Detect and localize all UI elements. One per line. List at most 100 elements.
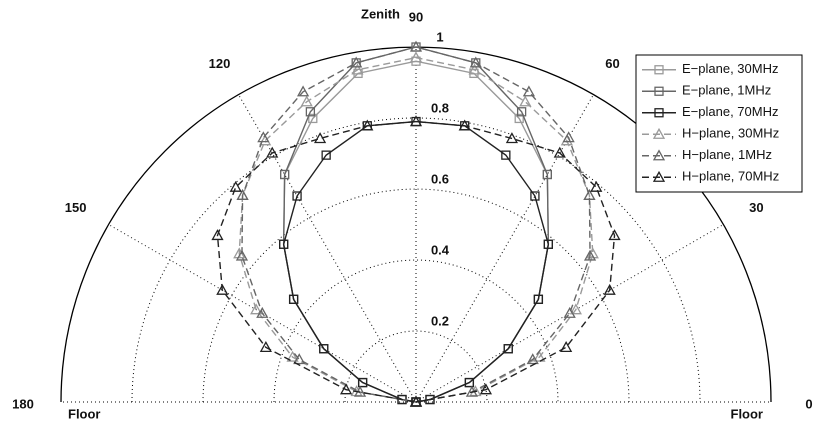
- marker-triangle: [590, 180, 603, 192]
- marker-triangle: [505, 132, 519, 144]
- legend-marker: [654, 86, 664, 96]
- zenith-label: Zenith: [361, 6, 400, 21]
- series: [211, 115, 621, 407]
- grid-circle: [131, 117, 701, 403]
- marker-square: [543, 239, 553, 249]
- marker-square: [279, 239, 289, 249]
- marker-triangle: [409, 115, 423, 127]
- marker-triangle: [468, 63, 481, 75]
- legend-label: E−plane, 1MHz: [682, 83, 771, 98]
- marker-square: [542, 169, 552, 180]
- marker-square: [319, 344, 329, 354]
- marker-triangle: [553, 146, 566, 158]
- marker-square: [305, 107, 316, 117]
- legend-marker: [652, 149, 666, 161]
- marker-square: [530, 191, 540, 201]
- r-tick-label: 0.4: [431, 242, 450, 257]
- marker-triangle: [250, 303, 263, 315]
- theta-tick-label: 180: [12, 396, 34, 411]
- marker-triangle: [339, 383, 353, 395]
- theta-tick-label: 60: [605, 56, 619, 71]
- marker-square: [503, 344, 513, 354]
- marker-triangle: [608, 229, 621, 241]
- legend-marker: [652, 127, 666, 139]
- marker-triangle: [603, 283, 616, 295]
- floor-label: Floor: [68, 406, 101, 421]
- marker-triangle: [293, 353, 306, 365]
- r-tick-label: 1: [436, 29, 443, 44]
- series-line: [238, 56, 594, 403]
- legend-label: H−plane, 70MHz: [682, 169, 779, 184]
- marker-triangle: [300, 95, 313, 107]
- grid-spoke: [415, 224, 724, 403]
- marker-triangle: [313, 132, 327, 144]
- legend-label: H−plane, 1MHz: [682, 147, 772, 162]
- grid-circle: [344, 330, 488, 403]
- marker-triangle: [458, 119, 471, 131]
- legend-label: H−plane, 30MHz: [682, 126, 779, 141]
- legend-marker: [654, 65, 664, 75]
- legend-label: E−plane, 30MHz: [682, 61, 778, 76]
- marker-square: [308, 113, 318, 124]
- marker-square: [357, 377, 368, 388]
- theta-tick-label: 150: [65, 200, 87, 215]
- floor-label: Floor: [731, 406, 764, 421]
- series-line: [216, 120, 616, 403]
- marker-triangle: [526, 353, 539, 365]
- marker-triangle: [361, 119, 374, 131]
- marker-triangle: [583, 188, 596, 200]
- marker-triangle: [522, 85, 536, 97]
- series-line: [282, 60, 550, 403]
- marker-square: [292, 191, 302, 201]
- marker-triangle: [259, 341, 272, 353]
- r-tick-label: 0.8: [431, 100, 449, 115]
- marker-square: [501, 150, 511, 160]
- marker-triangle: [563, 306, 576, 318]
- marker-triangle: [266, 146, 279, 158]
- marker-square: [533, 294, 544, 304]
- marker-triangle: [569, 303, 582, 315]
- marker-triangle: [256, 306, 269, 318]
- series: [235, 40, 597, 407]
- legend-marker: [654, 108, 664, 118]
- r-tick-label: 0.6: [431, 171, 449, 186]
- marker-triangle: [533, 350, 546, 362]
- marker-triangle: [562, 131, 575, 143]
- marker-triangle: [296, 85, 310, 97]
- marker-square: [425, 394, 435, 405]
- marker-square: [279, 169, 290, 180]
- marker-square: [516, 107, 527, 117]
- marker-square: [321, 150, 331, 160]
- legend-label: E−plane, 70MHz: [682, 104, 778, 119]
- marker-triangle: [519, 95, 532, 107]
- marker-triangle: [216, 283, 229, 295]
- marker-triangle: [211, 229, 224, 241]
- theta-tick-label: 0: [805, 396, 812, 411]
- r-tick-label: 0.2: [431, 313, 449, 328]
- theta-tick-label: 90: [409, 9, 423, 24]
- marker-triangle: [409, 51, 423, 63]
- legend-box: [635, 54, 803, 193]
- marker-triangle: [479, 383, 493, 395]
- marker-square: [288, 294, 299, 304]
- marker-triangle: [409, 40, 423, 52]
- series-line: [241, 46, 591, 403]
- marker-square: [464, 377, 475, 388]
- marker-triangle: [229, 180, 242, 192]
- marker-triangle: [583, 249, 597, 261]
- legend-marker: [652, 170, 666, 182]
- marker-triangle: [351, 63, 364, 75]
- marker-triangle: [560, 341, 573, 353]
- grid-spoke: [238, 94, 417, 403]
- marker-triangle: [350, 56, 363, 68]
- series-line: [282, 120, 550, 403]
- marker-triangle: [409, 395, 423, 407]
- marker-triangle: [257, 131, 270, 143]
- theta-tick-label: 120: [209, 56, 231, 71]
- marker-triangle: [236, 188, 249, 200]
- marker-triangle: [235, 249, 249, 261]
- theta-tick-label: 30: [749, 200, 763, 215]
- marker-triangle: [286, 350, 299, 362]
- marker-triangle: [469, 56, 482, 68]
